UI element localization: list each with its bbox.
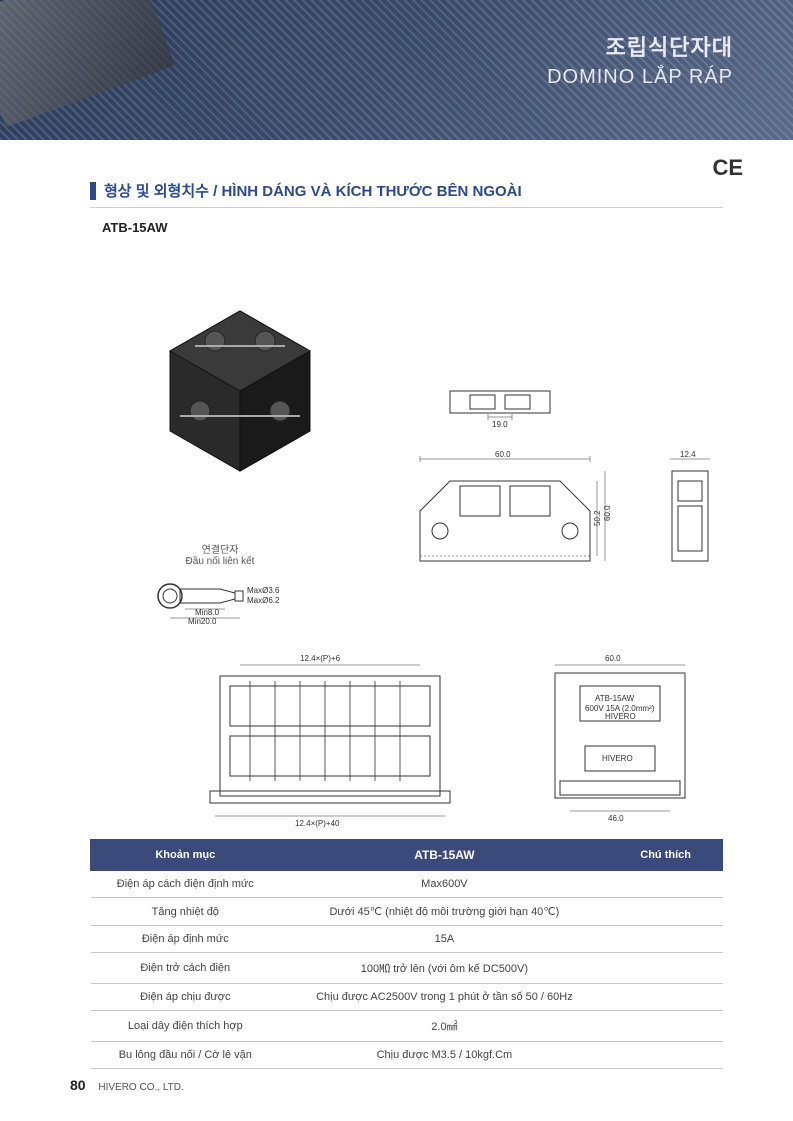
content-area: 형상 및 외형치수 / HÌNH DÁNG VÀ KÍCH THƯỚC BÊN … — [0, 140, 793, 1069]
table-header-note: Chú thích — [609, 840, 723, 871]
svg-text:60.0: 60.0 — [495, 451, 511, 459]
header-banner: 조립식단자대 DOMINO LẮP RÁP — [0, 0, 793, 140]
svg-text:19.0: 19.0 — [492, 420, 508, 429]
connector-drawing: Min8.0 Min20.0 MaxØ3.6 MaxØ6.2 — [150, 571, 290, 626]
svg-text:60.0: 60.0 — [605, 654, 621, 663]
svg-text:46.0: 46.0 — [608, 814, 624, 823]
spec-table-body: Điện áp cách điện định mứcMax600V Tăng n… — [91, 871, 723, 1069]
svg-text:12.4×(P)+6: 12.4×(P)+6 — [300, 654, 341, 663]
end-view-drawing: 60.0 ATB-15AW 600V 15A (2.0mm²) HIVERO H… — [530, 651, 710, 831]
svg-text:MaxØ3.6: MaxØ3.6 — [247, 586, 280, 595]
isometric-product — [130, 251, 350, 511]
table-header-item: Khoản mục — [91, 840, 281, 871]
svg-text:HIVERO: HIVERO — [602, 754, 633, 763]
table-row: Bu lông đầu nối / Cờ lê vặnChịu được M3.… — [91, 1042, 723, 1069]
assembly-view-drawing: 12.4×(P)+6 12.4×(P)+4 — [190, 651, 470, 831]
side-view-drawing: 12.4 — [660, 451, 730, 591]
svg-text:MaxØ6.2: MaxØ6.2 — [247, 596, 280, 605]
top-view-drawing: 19.0 — [410, 381, 590, 431]
table-row: Điện áp định mức15A — [91, 926, 723, 953]
table-row: Điện áp chịu đượcChịu được AC2500V trong… — [91, 984, 723, 1011]
header-title: 조립식단자대 DOMINO LẮP RÁP — [547, 30, 733, 89]
table-row: Tăng nhiệt độDưới 45℃ (nhiệt độ môi trườ… — [91, 898, 723, 926]
svg-text:12.4×(P)+40: 12.4×(P)+40 — [295, 819, 340, 828]
svg-text:60.0: 60.0 — [603, 505, 612, 521]
connector-label-kr: 연결단자 — [150, 541, 290, 556]
footer-company: HIVERO CO., LTD. — [98, 1082, 183, 1093]
model-name: ATB-15AW — [102, 220, 723, 235]
spec-table: Khoản mục ATB-15AW Chú thích Điện áp các… — [90, 839, 723, 1069]
table-row: Điện áp cách điện định mứcMax600V — [91, 871, 723, 898]
header-title-vn: DOMINO LẮP RÁP — [547, 66, 733, 89]
svg-text:HIVERO: HIVERO — [605, 712, 636, 721]
page-footer: 80 HIVERO CO., LTD. — [70, 1077, 184, 1093]
diagram-area: 연결단자 Đầu nối liên kết Min8.0 Min20.0 Max… — [90, 251, 723, 831]
section-title-text: 형상 및 외형치수 / HÌNH DÁNG VÀ KÍCH THƯỚC BÊN … — [104, 180, 522, 201]
header-title-kr: 조립식단자대 — [547, 30, 733, 62]
connector-label-vn: Đầu nối liên kết — [150, 556, 290, 567]
front-view-drawing: 60.0 60.0 50.2 — [390, 451, 650, 591]
svg-text:Min8.0: Min8.0 — [195, 608, 220, 617]
table-row: Loại dây điện thích hợp2.0㎟ — [91, 1011, 723, 1042]
page-number: 80 — [70, 1077, 86, 1093]
table-row: Điện trở cách điện100㏁ trở lên (với ôm k… — [91, 953, 723, 984]
svg-text:12.4: 12.4 — [680, 451, 696, 459]
section-title: 형상 및 외형치수 / HÌNH DÁNG VÀ KÍCH THƯỚC BÊN … — [90, 180, 723, 208]
svg-text:ATB-15AW: ATB-15AW — [595, 694, 635, 703]
ce-mark: CE — [712, 155, 743, 181]
svg-text:50.2: 50.2 — [593, 510, 602, 526]
connector-label: 연결단자 Đầu nối liên kết — [150, 541, 290, 567]
table-header-model: ATB-15AW — [280, 840, 609, 871]
svg-text:Min20.0: Min20.0 — [188, 617, 217, 626]
